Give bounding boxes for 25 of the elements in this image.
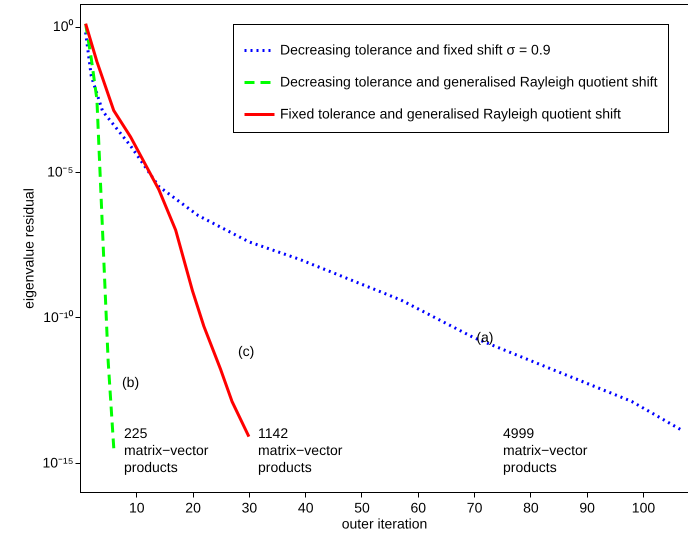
legend-label: Fixed tolerance and generalised Rayleigh quotient shift — [280, 106, 621, 122]
annotation: 225 matrix−vector products — [124, 425, 209, 475]
y-tick-label: 10⁰ — [52, 18, 74, 34]
x-tick-label: 100 — [632, 500, 656, 516]
annotation: 1142 matrix−vector products — [258, 425, 343, 475]
x-tick-label: 70 — [466, 500, 483, 516]
y-tick-label: 10⁻¹⁵ — [42, 454, 74, 470]
annotation: (a) — [476, 328, 494, 345]
y-axis-title: eigenvalue residual — [20, 188, 36, 309]
x-tick-label: 90 — [579, 500, 596, 516]
x-tick-label: 60 — [410, 500, 426, 516]
x-axis-title: outer iteration — [342, 516, 428, 532]
x-tick-label: 80 — [523, 500, 539, 516]
x-tick-label: 50 — [354, 500, 370, 516]
x-tick-label: 30 — [242, 500, 258, 516]
annotation: (c) — [238, 343, 254, 359]
x-tick-label: 10 — [129, 500, 145, 516]
x-tick-label: 20 — [185, 500, 202, 516]
x-tick-label: 40 — [298, 500, 314, 516]
legend-label: Decreasing tolerance and fixed shift σ = 0.9 — [280, 42, 551, 58]
y-tick-label: 10⁻¹⁰ — [43, 308, 74, 325]
annotation: (b) — [122, 374, 140, 390]
legend-label: Decreasing tolerance and generalised Rayleigh quotient shift — [280, 74, 658, 90]
annotation: 4999 matrix−vector products — [503, 425, 588, 475]
y-tick-label: 10⁻⁵ — [47, 164, 74, 180]
